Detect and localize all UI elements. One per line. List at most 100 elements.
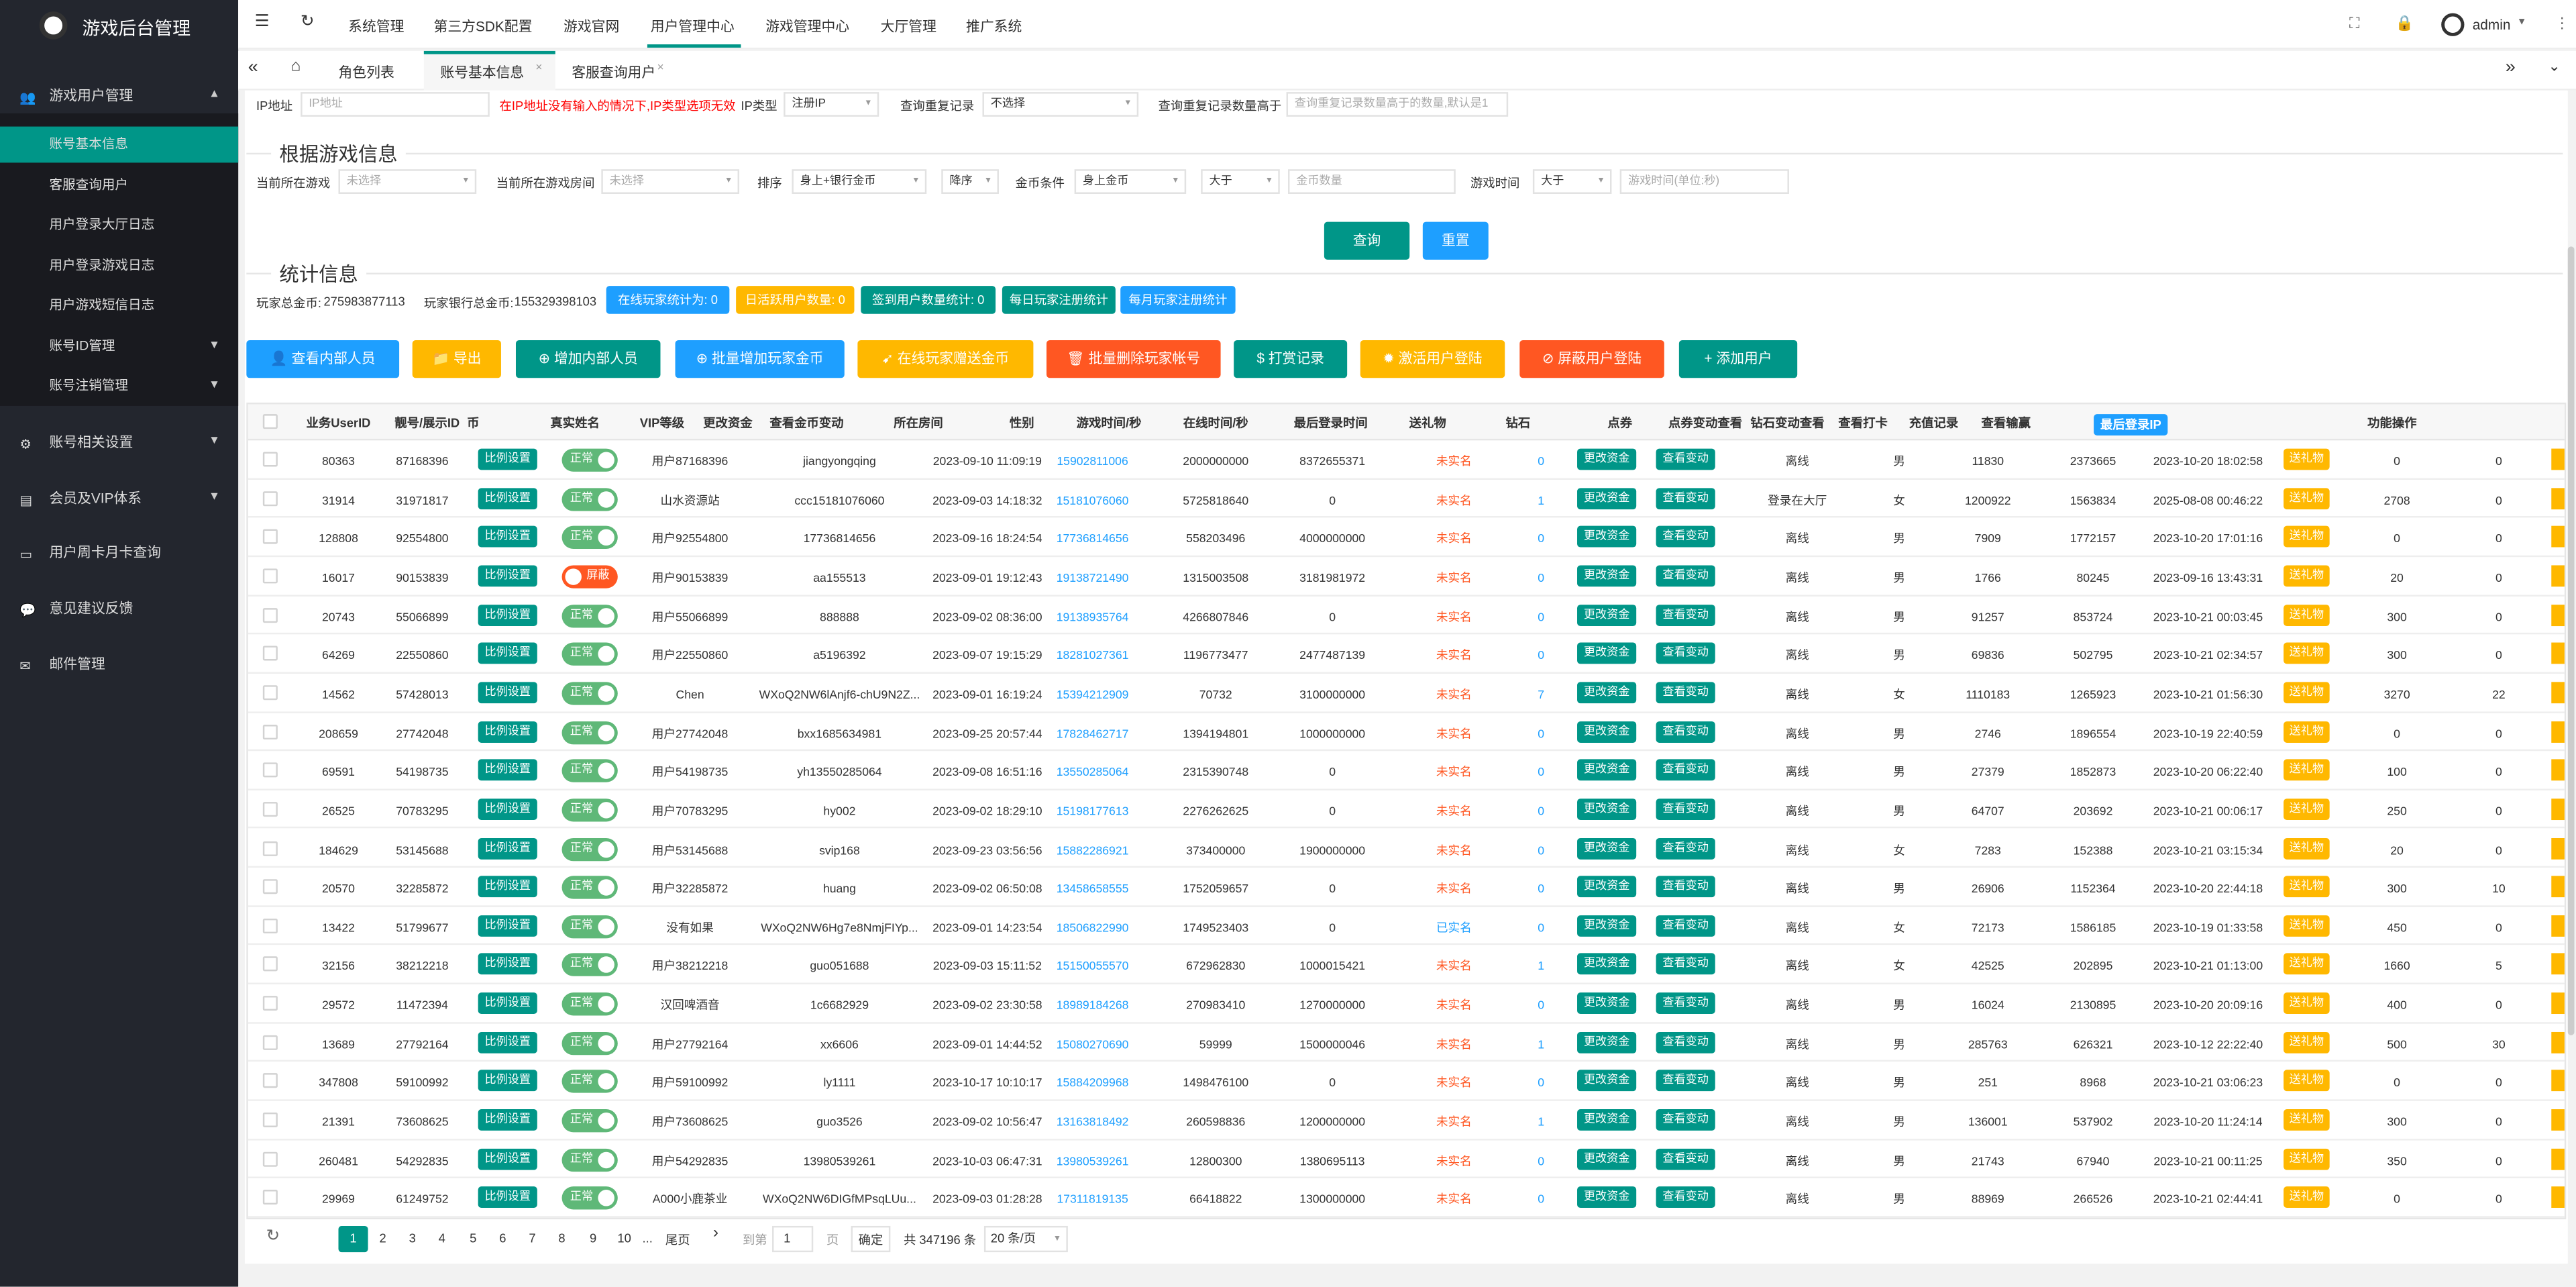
status-toggle[interactable]: 正常 [561,448,618,472]
cell-button[interactable]: 查看变动 [1656,682,1715,703]
checkbox[interactable] [262,568,278,584]
select[interactable]: 未选择 ▼ [338,169,477,194]
stat-badge[interactable]: 每日玩家注册统计 [1002,286,1116,314]
cell-button[interactable]: 查看变动 [1656,487,1715,509]
cell-button[interactable]: 查看变动 [1656,876,1715,898]
gift-button[interactable]: 送礼物 [2284,1109,2330,1131]
reset-button[interactable]: 重置 [1422,221,1489,260]
cell-button[interactable]: 查看变动 [1656,1031,1715,1053]
cell-button[interactable]: 查看变动 [1656,526,1715,548]
status-toggle[interactable]: 正常 [561,526,618,550]
more[interactable]: ⋮ [2555,15,2570,32]
cell-button[interactable] [2551,759,2565,781]
cell-button[interactable]: 查看变动 [1656,720,1715,742]
checkbox[interactable] [262,646,278,662]
cell-button[interactable]: 更改资金 [1577,682,1637,703]
cell-button[interactable]: 比例设置 [478,720,537,742]
gift-button[interactable]: 送礼物 [2284,954,2330,976]
action-button[interactable]: ➹ 在线玩家赠送金币 [857,340,1034,378]
status-toggle[interactable]: 正常 [561,915,618,938]
cell-button[interactable] [2551,1070,2565,1092]
menu-item[interactable]: 会员及VIP体系 [49,489,142,507]
cell-button[interactable]: 比例设置 [478,992,537,1015]
submenu-item[interactable]: 账号注销管理 [49,378,129,393]
stat-badge[interactable]: 每月玩家注册统计 [1120,286,1236,314]
tab-next[interactable]: » [2505,57,2516,78]
cell-button[interactable]: 更改资金 [1577,876,1637,898]
cell-button[interactable]: 更改资金 [1577,604,1637,626]
status-toggle[interactable]: 正常 [561,1031,618,1055]
tab[interactable]: 角色列表 [338,64,394,81]
checkbox[interactable] [262,957,278,972]
select[interactable]: 注册IP ▼ [784,92,879,117]
cell-button[interactable]: 更改资金 [1577,448,1637,470]
status-toggle[interactable]: 正常 [561,682,618,705]
cell-button[interactable] [2551,876,2565,898]
cell-button[interactable] [2551,682,2565,703]
cell-button[interactable]: 更改资金 [1577,487,1637,509]
checkbox[interactable] [262,414,278,429]
page-last[interactable]: 尾页 [665,1232,690,1247]
nav-item[interactable]: 第三方SDK配置 [433,17,533,35]
cell-button[interactable] [2551,915,2565,937]
cell-button[interactable] [2551,1109,2565,1131]
checkbox[interactable] [262,762,278,778]
gift-button[interactable]: 送礼物 [2284,798,2330,820]
text-input[interactable]: 金币数量 [1288,169,1456,194]
cell-button[interactable]: 更改资金 [1577,1148,1637,1170]
cell-button[interactable]: 更改资金 [1577,1187,1637,1208]
tab-prev[interactable]: « [248,57,258,78]
gift-button[interactable]: 送礼物 [2284,1148,2330,1170]
cell-button[interactable]: 更改资金 [1577,798,1637,820]
page-number[interactable]: 7 [529,1231,536,1246]
tab-close[interactable]: × [535,62,543,74]
tab[interactable]: 账号基本信息 [440,64,525,81]
cell-button[interactable] [2551,487,2565,509]
confirm-button[interactable]: 确定 [851,1225,891,1253]
cell-button[interactable]: 更改资金 [1577,1031,1637,1053]
checkbox[interactable] [262,1190,278,1205]
cell-button[interactable] [2551,604,2565,626]
cell-button[interactable]: 比例设置 [478,876,537,898]
checkbox[interactable] [262,996,278,1011]
gift-button[interactable]: 送礼物 [2284,720,2330,742]
cell-button[interactable] [2551,1148,2565,1170]
cell-button[interactable] [2551,798,2565,820]
cell-button[interactable]: 查看变动 [1656,915,1715,937]
action-button[interactable]: ✹ 激活用户登陆 [1360,340,1505,378]
gift-button[interactable]: 送礼物 [2284,837,2330,859]
cell-button[interactable] [2551,526,2565,548]
cell-button[interactable]: 更改资金 [1577,915,1637,937]
gift-button[interactable]: 送礼物 [2284,1031,2330,1053]
checkbox[interactable] [262,607,278,623]
goto-input[interactable]: 1 [772,1225,814,1253]
gift-button[interactable]: 送礼物 [2284,604,2330,626]
submenu-item[interactable]: 账号基本信息 [49,136,129,152]
cell-button[interactable]: 查看变动 [1656,1109,1715,1131]
status-toggle[interactable]: 正常 [561,487,618,511]
gift-button[interactable]: 送礼物 [2284,565,2330,587]
cell-button[interactable]: 更改资金 [1577,759,1637,781]
status-toggle[interactable]: 正常 [561,837,618,861]
nav-item[interactable]: 游戏官网 [564,17,620,35]
status-toggle[interactable]: 正常 [561,720,618,744]
cell-button[interactable] [2551,837,2565,859]
gift-button[interactable]: 送礼物 [2284,448,2330,470]
status-toggle[interactable]: 正常 [561,759,618,783]
page-number[interactable]: 9 [589,1231,597,1246]
page-number[interactable]: 8 [558,1231,566,1246]
cell-button[interactable]: 比例设置 [478,759,537,781]
action-button[interactable]: + 添加用户 [1678,340,1798,378]
cell-button[interactable]: 更改资金 [1577,720,1637,742]
select[interactable]: 未选择 ▼ [601,169,740,194]
status-toggle[interactable]: 正常 [561,1187,618,1211]
cell-button[interactable] [2551,954,2565,976]
text-input[interactable]: 查询重复记录数量高于的数量,默认是1 [1286,92,1509,117]
cell-button[interactable]: 比例设置 [478,1109,537,1131]
status-toggle[interactable]: 正常 [561,1109,618,1133]
checkbox[interactable] [262,801,278,817]
cell-button[interactable]: 比例设置 [478,1031,537,1053]
cell-button[interactable]: 比例设置 [478,915,537,937]
tab-menu[interactable]: ⌄ [2548,57,2561,74]
cell-button[interactable] [2551,720,2565,742]
